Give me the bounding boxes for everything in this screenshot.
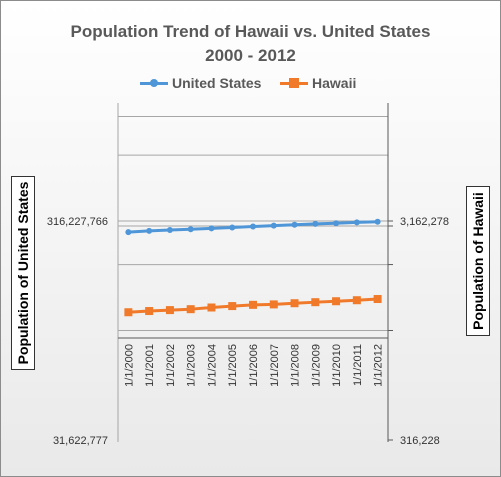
data-point-united-states: [166, 227, 173, 234]
data-point-united-states: [291, 221, 298, 228]
data-point-hawaii: [311, 298, 320, 307]
y-axis-left-tick-label: 316,227,766: [47, 216, 108, 228]
data-point-hawaii: [124, 308, 133, 317]
y-axis-left-title-box: Population of United States: [11, 176, 35, 370]
data-point-hawaii: [352, 296, 361, 305]
data-point-united-states: [353, 219, 360, 226]
x-axis-tick-label: 1/1/2005: [227, 344, 239, 387]
x-axis-tick-label: 1/1/2004: [206, 344, 218, 387]
data-point-united-states: [374, 218, 381, 225]
data-point-hawaii: [145, 307, 154, 316]
data-point-united-states: [208, 225, 215, 232]
data-point-hawaii: [269, 300, 278, 309]
x-axis-tick-label: 1/1/2011: [352, 344, 364, 386]
chart-title-line-1: Population Trend of Hawaii vs. United St…: [70, 22, 431, 41]
data-point-hawaii: [186, 305, 195, 314]
x-axis-tick-label: 1/1/2008: [290, 344, 302, 387]
y-axis-right-tick-label: 316,228: [400, 435, 440, 447]
data-point-united-states: [333, 220, 340, 227]
legend-label-hawaii: Hawaii: [312, 75, 357, 91]
x-axis-tick-label: 1/1/2002: [165, 344, 177, 387]
data-point-hawaii: [207, 303, 216, 312]
data-point-united-states: [146, 227, 153, 234]
x-axis-tick-label: 1/1/2009: [310, 344, 322, 387]
data-point-hawaii: [228, 302, 237, 311]
x-axis-tick-label: 1/1/2007: [269, 344, 281, 387]
x-axis-tick-label: 1/1/2000: [123, 344, 135, 387]
x-axis-tick-label: 1/1/2006: [248, 344, 260, 387]
data-point-hawaii: [332, 297, 341, 306]
data-point-hawaii: [373, 295, 382, 304]
y-axis-right-tick-label: 3,162,278: [400, 216, 449, 228]
chart-title: Population Trend of Hawaii vs. United St…: [0, 20, 501, 68]
legend-circle-marker-icon: [150, 79, 158, 87]
data-point-united-states: [125, 229, 132, 236]
x-axis-tick-label: 1/1/2001: [144, 344, 156, 387]
data-point-united-states: [229, 224, 236, 231]
legend-square-marker-icon: [289, 78, 299, 88]
y-axis-right-title-box: Population of Hawaii: [466, 186, 490, 336]
x-axis-tick-label: 1/1/2012: [373, 344, 385, 387]
y-axis-left-tick-label: 31,622,777: [53, 435, 108, 447]
x-axis-tick-label: 1/1/2010: [331, 344, 343, 387]
data-point-hawaii: [165, 306, 174, 315]
chart-title-line-2: 2000 - 2012: [205, 46, 296, 65]
legend-label-united-states: United States: [172, 75, 262, 91]
data-point-united-states: [270, 222, 277, 229]
data-point-hawaii: [249, 300, 257, 309]
data-point-united-states: [312, 220, 319, 227]
x-axis-tick-label: 1/1/2003: [186, 344, 198, 387]
data-point-united-states: [187, 226, 194, 233]
data-point-united-states: [250, 223, 256, 230]
data-point-hawaii: [290, 299, 299, 308]
